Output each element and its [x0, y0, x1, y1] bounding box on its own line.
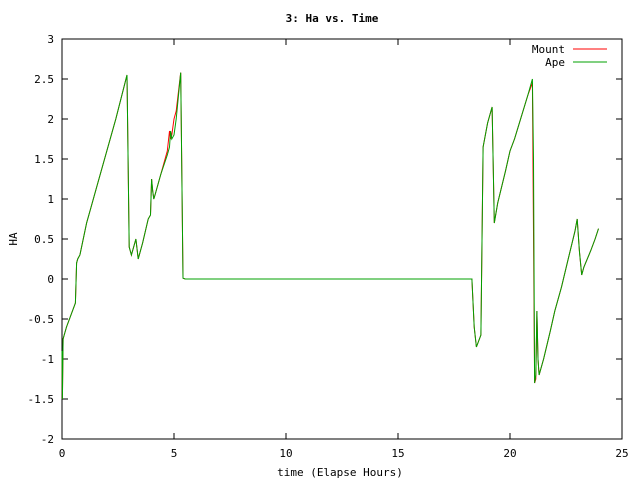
x-tick-label: 0	[59, 447, 66, 460]
y-tick-label: 2	[47, 113, 54, 126]
y-tick-label: -2	[41, 433, 54, 446]
legend-label: Ape	[545, 56, 565, 69]
legend-label: Mount	[532, 43, 565, 56]
x-tick-label: 5	[171, 447, 178, 460]
chart-title: 3: Ha vs. Time	[286, 12, 379, 25]
y-tick-label: 3	[47, 33, 54, 46]
x-tick-label: 20	[503, 447, 516, 460]
y-tick-label: 1.5	[34, 153, 54, 166]
x-axis-label: time (Elapse Hours)	[277, 466, 403, 479]
y-tick-label: 2.5	[34, 73, 54, 86]
series-layer	[61, 72, 599, 400]
x-tick-label: 15	[391, 447, 404, 460]
y-tick-label: -1	[41, 353, 54, 366]
series-line-mount	[61, 72, 599, 400]
y-tick-label: 0	[47, 273, 54, 286]
x-tick-label: 25	[615, 447, 628, 460]
x-tick-label: 10	[279, 447, 292, 460]
y-tick-label: -1.5	[28, 393, 55, 406]
y-tick-label: -0.5	[28, 313, 55, 326]
series-line-ape	[61, 72, 599, 400]
y-axis-label: HA	[7, 232, 20, 246]
y-tick-label: 1	[47, 193, 54, 206]
plot-area-frame	[61, 38, 623, 440]
y-tick-label: 0.5	[34, 233, 54, 246]
axes: 0 5 10 15 20 25 -2 -1.5 -1 -0.5 0 0.5 1 1.5 2 2.5 3	[28, 33, 629, 460]
